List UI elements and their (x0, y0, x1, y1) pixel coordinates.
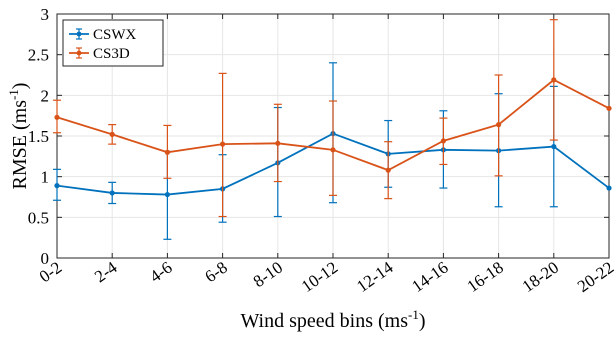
data-point (330, 147, 336, 153)
y-tick-label-2: 1 (41, 168, 50, 187)
y-axis-title-end: ) (9, 83, 31, 90)
data-point (54, 114, 60, 120)
legend-marker (76, 50, 82, 56)
x-tick-label-5: 10-12 (298, 258, 341, 296)
y-axis-title: RMSE (ms-1) (6, 83, 31, 190)
data-point (440, 138, 446, 144)
data-point (606, 105, 612, 111)
series-cs3d (53, 19, 612, 218)
x-axis-title-sup: -1 (408, 307, 419, 322)
data-point (496, 122, 502, 128)
legend-item-cs3d: CS3D (69, 46, 130, 62)
x-tick-label-3: 6-8 (201, 258, 230, 287)
y-tick-label-0: 0 (41, 249, 50, 268)
y-tick-label-6: 3 (41, 5, 50, 24)
data-point (109, 131, 115, 137)
y-tick-label-4: 2 (41, 86, 50, 105)
data-point (606, 185, 612, 191)
x-tick-label-7: 14-16 (408, 258, 451, 296)
x-axis-title: Wind speed bins (ms-1) (240, 307, 425, 332)
data-point (220, 141, 226, 147)
legend-items: CSWX CS3D (69, 27, 137, 62)
y-axis-title-sup: -1 (6, 89, 21, 100)
data-point (275, 140, 281, 146)
x-tick-label-8: 16-18 (463, 258, 506, 296)
data-point (551, 77, 557, 83)
data-point (551, 143, 557, 150)
x-tick-label-4: 8-10 (250, 258, 286, 291)
data-point (54, 183, 60, 189)
data-point (109, 190, 115, 196)
legend-item-cswx: CSWX (69, 27, 137, 43)
x-axis-title-end: ) (419, 310, 426, 332)
y-tick-label-1: 0.5 (28, 208, 49, 227)
x-tick-label-6: 12-14 (353, 257, 397, 296)
legend-label: CS3D (93, 46, 130, 62)
y-tick-label-3: 1.5 (28, 127, 49, 146)
legend: CSWX CS3D (62, 19, 164, 67)
x-tick-label-9: 18-20 (519, 258, 562, 296)
data-point (164, 149, 170, 155)
x-axis-title-main: Wind speed bins (ms (240, 310, 408, 332)
x-tick-label-2: 4-6 (146, 258, 175, 287)
data-point (385, 167, 391, 173)
legend-marker (76, 31, 82, 37)
x-tick-label-10: 20-22 (574, 258, 616, 296)
y-axis-title-main: RMSE (ms (9, 100, 31, 190)
data-point (164, 191, 170, 198)
y-tick-label-5: 2.5 (28, 46, 49, 65)
series-layer (53, 19, 612, 240)
legend-label: CSWX (93, 27, 137, 43)
x-tick-label-1: 2-4 (91, 257, 121, 286)
